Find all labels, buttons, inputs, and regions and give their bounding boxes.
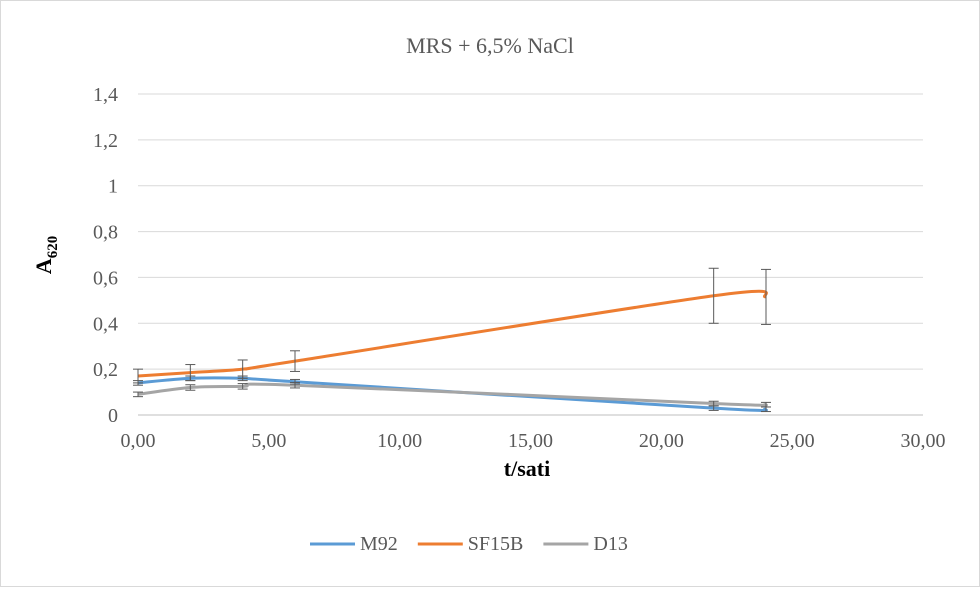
y-tick-labels: 0 0,2 0,4 0,6 0,8 1 1,2 1,4 bbox=[93, 84, 118, 427]
legend-label-d13: D13 bbox=[593, 533, 627, 555]
error-bar-d13 bbox=[133, 391, 143, 398]
y-tick-label: 0,8 bbox=[93, 222, 118, 244]
error-bar-sf15b bbox=[708, 267, 719, 324]
error-bar-d13 bbox=[185, 384, 196, 391]
error-bar-d13 bbox=[708, 400, 719, 407]
y-tick-label: 1,4 bbox=[93, 84, 118, 106]
y-tick-label: 0,4 bbox=[93, 313, 118, 335]
x-tick-labels: 0,00 5,00 10,00 15,00 20,00 25,00 30,00 bbox=[121, 430, 946, 452]
x-tick-label: 20,00 bbox=[639, 430, 684, 452]
y-axis-label-main: A bbox=[31, 258, 56, 274]
x-tick-label: 15,00 bbox=[508, 430, 553, 452]
legend-label-sf15b: SF15B bbox=[468, 533, 524, 555]
y-tick-label: 0 bbox=[108, 405, 118, 427]
error-bars bbox=[133, 267, 771, 413]
x-tick-label: 5,00 bbox=[251, 430, 286, 452]
series-line-m92 bbox=[137, 376, 768, 412]
series-line-sf15b bbox=[137, 289, 768, 378]
error-bar-sf15b bbox=[290, 350, 300, 372]
x-tick-label: 0,00 bbox=[121, 430, 156, 452]
legend: M92 SF15B D13 bbox=[310, 533, 628, 555]
series-lines bbox=[137, 289, 768, 412]
y-axis-label: A620 bbox=[31, 236, 61, 274]
error-bar-d13 bbox=[761, 401, 771, 408]
error-bar-sf15b bbox=[185, 364, 196, 382]
x-tick-label: 30,00 bbox=[901, 430, 946, 452]
x-tick-label: 25,00 bbox=[770, 430, 815, 452]
legend-label-m92: M92 bbox=[360, 533, 398, 555]
y-tick-label: 1,2 bbox=[93, 130, 118, 152]
x-tick-label: 10,00 bbox=[377, 430, 422, 452]
error-bar-d13 bbox=[290, 381, 300, 389]
chart-title: MRS + 6,5% NaCl bbox=[406, 33, 574, 58]
error-bar-sf15b bbox=[133, 368, 143, 384]
error-bar-sf15b bbox=[237, 359, 248, 379]
y-axis-label-sub: 620 bbox=[45, 236, 61, 259]
error-bar-sf15b bbox=[761, 268, 771, 325]
y-tick-label: 0,2 bbox=[93, 359, 118, 381]
y-tick-label: 1 bbox=[108, 176, 118, 198]
y-tick-label: 0,6 bbox=[93, 267, 118, 289]
error-bar-d13 bbox=[237, 383, 248, 390]
series-line-d13 bbox=[137, 382, 768, 407]
x-axis-label: t/sati bbox=[504, 456, 550, 481]
